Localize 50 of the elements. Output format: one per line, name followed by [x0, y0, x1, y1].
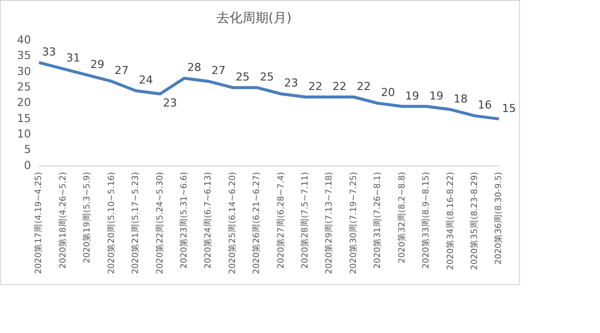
y-tick-label: 35: [16, 49, 31, 62]
data-label: 22: [356, 80, 371, 93]
x-tick-label: 2020第34周(8.16-8.22): [444, 172, 456, 270]
y-tick-label: 30: [16, 64, 31, 78]
data-label: 27: [114, 64, 129, 78]
y-tick-label: 0: [24, 158, 31, 172]
y-tick-label: 15: [16, 112, 31, 125]
x-tick-label: 2020第24周(6.7~6.13): [202, 172, 214, 269]
data-label: 23: [284, 76, 298, 90]
x-tick-label: 2020第32周(8.2~8.8): [396, 172, 408, 264]
x-tick-label: 2020第35周(8.23-8.29): [468, 172, 480, 270]
data-label: 25: [260, 70, 274, 84]
data-label: 20: [380, 86, 395, 100]
x-tick-label: 2020第19周(5.3~5.9): [82, 172, 93, 264]
data-label: 31: [66, 52, 80, 65]
data-label: 27: [211, 64, 226, 78]
data-label: 15: [502, 102, 516, 115]
x-tick-label: 2020第25周(6.14~6.20): [226, 172, 238, 274]
data-label: 28: [187, 61, 202, 74]
x-tick-label: 2020第18周(4.26~5.2): [57, 172, 68, 269]
y-tick-label: 40: [16, 33, 31, 46]
data-label: 22: [308, 80, 322, 93]
data-label: 22: [332, 80, 347, 93]
data-label: 19: [405, 89, 420, 102]
data-label: 23: [163, 96, 178, 110]
y-tick-label: 5: [24, 143, 31, 156]
x-tick-label: 2020第17周(4.19~4.25): [33, 172, 44, 274]
data-label: 29: [90, 58, 104, 71]
x-tick-label: 2020第23周(5.31~6.6): [178, 172, 190, 269]
x-tick-label: 2020第29周(7.13~7.18): [324, 172, 335, 274]
x-tick-label: 2020第22周(5.24~5.30): [154, 172, 166, 274]
data-label: 24: [138, 74, 153, 87]
y-tick-label: 10: [16, 127, 31, 140]
chart-title: 去化周期(月): [216, 11, 292, 26]
data-label: 16: [478, 98, 492, 112]
x-tick-label: 2020第33周(8.9~8.15): [420, 172, 432, 269]
x-tick-label: 2020第30周(7.19~7.25): [348, 172, 359, 274]
y-tick-label: 20: [16, 96, 31, 110]
data-label: 25: [236, 70, 250, 84]
data-label: 18: [454, 92, 468, 106]
x-tick-label: 2020第20周(5.10~5.16): [106, 172, 117, 274]
x-tick-label: 2020第21周(5.17~5.23): [130, 172, 142, 274]
x-tick-label: 2020第36周(8.30-9.5): [493, 172, 504, 265]
x-tick-label: 2020第28周(7.5~7.11): [300, 172, 311, 269]
x-tick-label: 2020第31周(7.26~8.1): [372, 172, 384, 269]
x-tick-label: 2020第27周(6.28~7.4): [275, 172, 286, 269]
y-tick-label: 25: [16, 80, 31, 94]
x-tick-label: 2020第26周(6.21~6.27): [251, 172, 262, 274]
data-label: 19: [429, 89, 444, 102]
data-label: 33: [42, 45, 56, 58]
